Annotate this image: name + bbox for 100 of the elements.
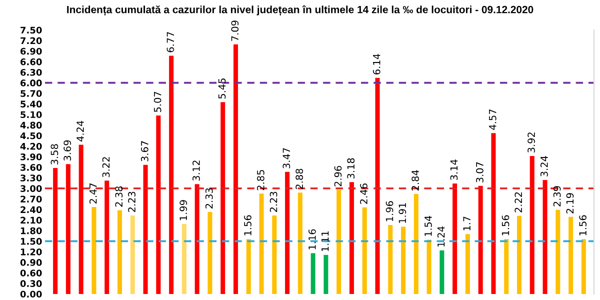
bar [156,116,161,294]
chart-title: Incidența cumulată a cazurilor la nivel județean în ultimele 14 zile la ‰ de locuitori - 09.12.2020 [67,5,534,16]
bar [568,216,574,294]
bar [194,184,200,294]
data-label: 2.23 [128,192,136,212]
bar [530,156,534,294]
y-tick-label: 0.30 [20,280,42,287]
data-label: 5.07 [154,92,162,112]
data-label: 2.19 [566,193,574,214]
y-tick-label: 7.20 [20,37,42,44]
data-label: 1.56 [502,215,510,236]
y-tick-label: 3.60 [20,164,42,171]
y-tick-label: 5.40 [20,100,42,108]
data-label: 2.88 [296,168,303,190]
y-tick-label: 1.50 [20,238,42,245]
bar [92,207,96,294]
y-tick-label: 4.80 [20,122,42,129]
data-label: 2.46 [360,184,368,204]
data-label: 5.45 [218,78,226,99]
data-label: 1.91 [398,203,406,223]
y-tick-label: 6.90 [20,48,42,55]
bar [208,212,212,294]
bar [246,239,251,294]
data-label: 2.22 [514,192,522,212]
y-tick-label: 4.20 [20,142,42,150]
data-label: 3.18 [347,158,355,179]
y-tick-label: 4.50 [20,132,42,140]
y-tick-label: 1.80 [20,227,42,234]
y-tick-label: 1.20 [20,248,42,256]
bar [78,144,84,294]
y-tick-label: 6.00 [20,80,42,86]
data-label: 2.96 [334,166,342,186]
bar [53,168,58,294]
bar [375,78,380,294]
bar [517,216,522,294]
data-label: 1.24 [437,226,445,246]
data-label: 7.09 [231,20,239,41]
data-label: 1.16 [308,229,316,250]
bar [285,172,290,294]
bar [491,133,496,294]
data-label: 3.07 [476,162,484,182]
data-label: 3.12 [192,160,200,181]
bar [310,253,316,294]
bar [388,225,393,294]
data-label: 1.54 [424,216,432,236]
data-label: 1.56 [244,215,252,236]
data-label: 2.33 [205,188,213,208]
y-tick-label: 6.30 [20,68,42,76]
data-label: 3.22 [102,157,110,178]
data-label: 6.14 [372,54,380,74]
bar [298,192,302,294]
bar [324,254,328,294]
data-label: 3.14 [450,160,458,180]
bar [465,234,470,294]
y-tick-label: 2.10 [20,216,42,224]
data-label: 2.39 [553,186,561,206]
data-label: 2.85 [256,170,264,190]
bar [452,183,458,294]
bar [440,250,444,294]
data-label: 1.11 [322,231,329,252]
bar [542,180,548,294]
bar [169,56,174,294]
data-label: 2.84 [412,170,419,191]
bar [362,207,367,294]
y-tick-label: 3.00 [20,185,42,192]
bar [233,44,238,294]
bar [581,239,586,294]
data-label: 3.69 [64,140,72,161]
bar [504,239,509,294]
bar [117,210,122,294]
y-tick-label: 2.40 [20,206,42,214]
y-tick-label: 6.60 [20,58,42,66]
bar [104,180,110,294]
data-label: 3.24 [540,156,548,176]
bar [414,194,418,294]
data-label: 3.58 [50,144,58,164]
y-tick-label: 0.60 [20,270,42,276]
bar [336,190,342,294]
data-label: 2.38 [115,186,123,207]
bar [130,216,135,294]
data-label: 3.92 [528,132,535,152]
data-label: 2.23 [270,192,278,212]
data-label: 1.7 [463,216,470,230]
y-tick-label: 0.00 [20,290,42,298]
data-label: 1.56 [579,215,587,236]
bar [143,164,148,294]
data-label: 1.99 [180,200,188,220]
data-label: 6.77 [166,32,174,52]
data-label: 3.47 [282,148,290,168]
data-label: 4.57 [489,110,496,130]
y-tick-label: 0.90 [20,259,42,266]
bar [478,186,483,294]
bar [220,102,226,294]
y-tick-label: 2.70 [20,196,42,203]
y-tick-label: 3.90 [20,153,42,160]
y-tick-label: 5.10 [20,111,42,118]
bar [182,224,186,294]
bar [272,216,277,294]
bar [556,210,560,294]
y-tick-label: 3.30 [20,174,42,182]
